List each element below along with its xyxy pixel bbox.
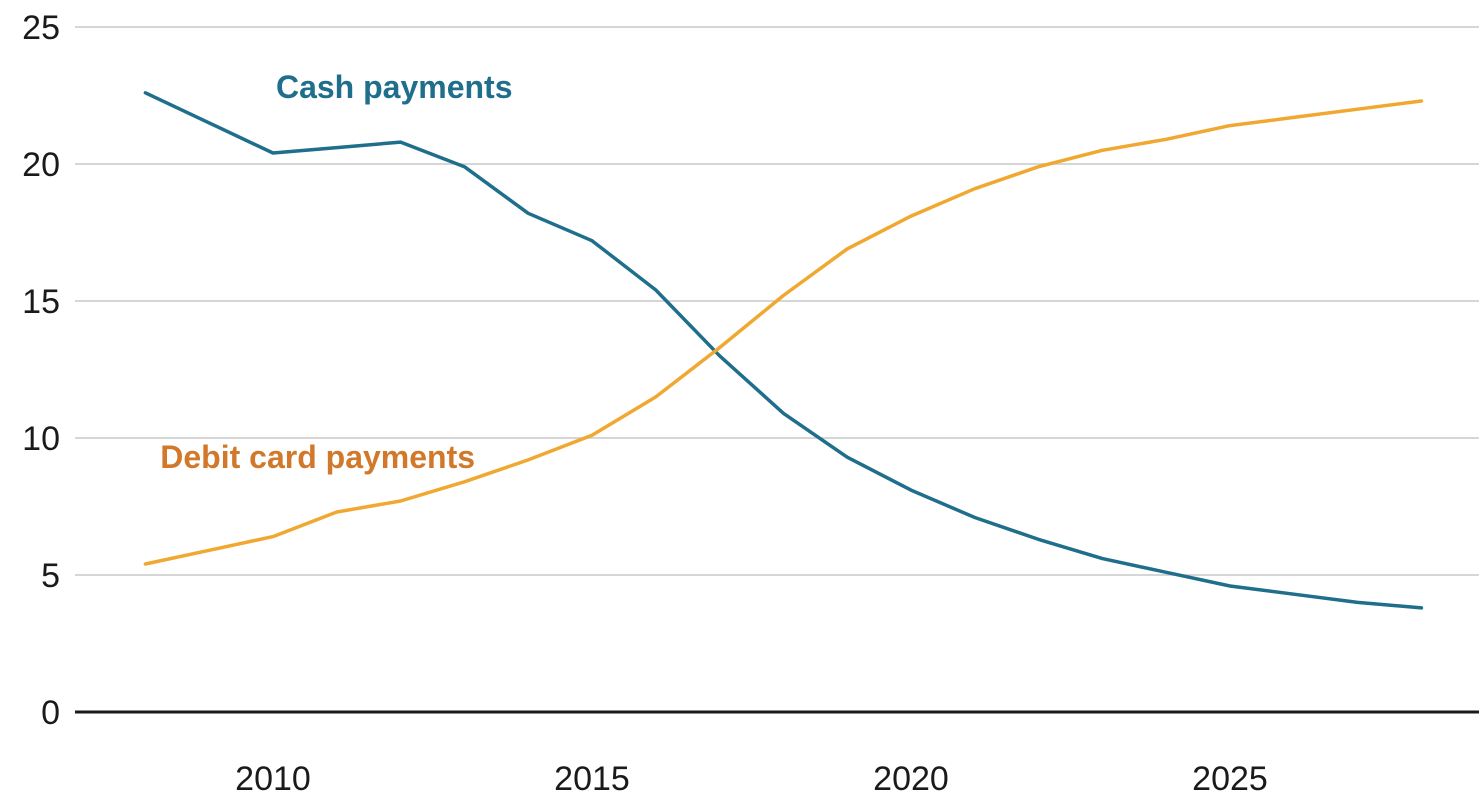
x-tick-label-2025: 2025 — [1192, 760, 1268, 798]
x-tick-label-2020: 2020 — [873, 760, 949, 798]
series-lines — [143, 91, 1424, 610]
y-tick-label-0: 0 — [41, 694, 60, 732]
y-axis-tick-labels: 0 5 10 15 20 25 — [22, 9, 60, 732]
x-tick-label-2015: 2015 — [554, 760, 630, 798]
y-tick-label-25: 25 — [22, 9, 60, 47]
series-label-debit-card-payments: Debit card payments — [160, 439, 475, 475]
gridlines — [75, 26, 1479, 714]
x-tick-label-2010: 2010 — [235, 760, 311, 798]
y-tick-label-15: 15 — [22, 283, 60, 321]
series-line-cash-payments — [143, 91, 1424, 610]
y-tick-label-5: 5 — [41, 557, 60, 595]
y-tick-label-20: 20 — [22, 146, 60, 184]
y-tick-label-10: 10 — [22, 420, 60, 458]
series-label-cash-payments: Cash payments — [276, 69, 513, 105]
x-axis-tick-labels: 2010 2015 2020 2025 — [235, 760, 1268, 798]
series-labels: Cash payments Debit card payments — [160, 69, 512, 475]
series-line-debit-card-payments — [143, 99, 1424, 566]
